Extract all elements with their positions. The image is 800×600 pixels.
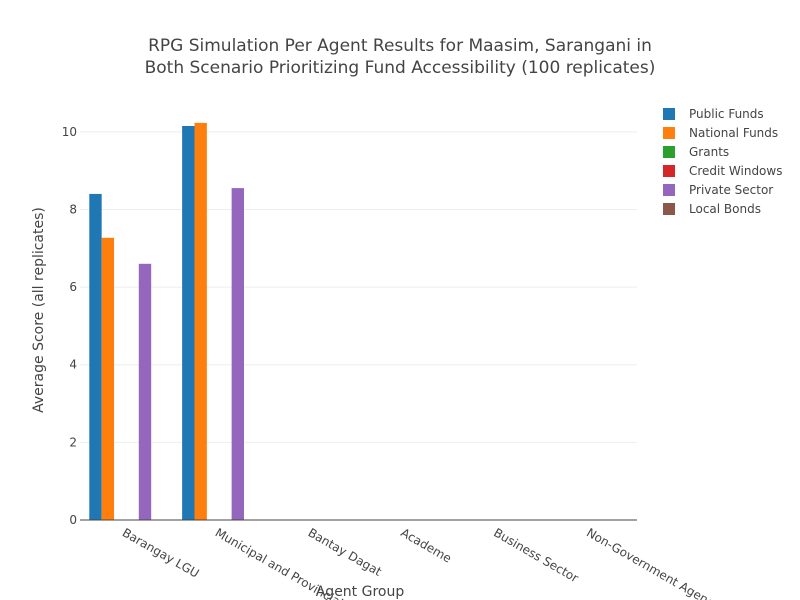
x-tick-label: Business Sector	[491, 525, 581, 585]
bar-private-sector-municipal-and-provincial	[231, 188, 245, 520]
legend-swatch	[663, 203, 675, 215]
y-tick-label: 4	[69, 358, 77, 372]
legend-item-local-bonds[interactable]: Local Bonds	[663, 202, 761, 216]
chart-title-line-1: RPG Simulation Per Agent Results for Maa…	[148, 36, 652, 56]
legend-item-grants[interactable]: Grants	[663, 145, 729, 159]
legend-item-public-funds[interactable]: Public Funds	[663, 107, 764, 121]
grid	[80, 131, 637, 443]
y-tick-label: 2	[69, 435, 77, 449]
x-tick-label: Academe	[398, 525, 454, 565]
legend-label: Private Sector	[689, 183, 773, 197]
bar-national-funds-barangay-lgu	[101, 237, 115, 521]
legend-swatch	[663, 165, 675, 177]
legend-swatch	[663, 184, 675, 196]
y-tick-label: 6	[69, 280, 77, 294]
legend-label: National Funds	[689, 126, 778, 140]
y-tick-label: 8	[69, 202, 77, 216]
x-tick-label: Non-Government Agencies	[584, 525, 731, 600]
y-tick-labels: 0 2 4 6 8 10	[62, 125, 77, 527]
legend-swatch	[663, 127, 675, 139]
x-axis-title: Agent Group	[316, 584, 405, 600]
bar-private-sector-barangay-lgu	[138, 263, 152, 520]
legend-label: Local Bonds	[689, 202, 761, 216]
chart-title-line-2: Both Scenario Prioritizing Fund Accessib…	[145, 58, 656, 78]
legend-swatch	[663, 108, 675, 120]
bars	[89, 122, 245, 521]
legend: Public Funds National Funds Grants Credit W…	[663, 107, 782, 216]
legend-item-credit-windows[interactable]: Credit Windows	[663, 164, 782, 178]
x-tick-labels: Barangay LGU Municipal and ProvincialBant…	[120, 525, 731, 600]
bar-public-funds-municipal-and-provincial	[182, 125, 195, 520]
legend-label: Public Funds	[689, 107, 764, 121]
x-tick-label: Bantay Dagat	[306, 525, 385, 578]
legend-item-private-sector[interactable]: Private Sector	[663, 183, 773, 197]
y-axis-title: Average Score (all replicates)	[31, 207, 47, 413]
legend-item-national-funds[interactable]: National Funds	[663, 126, 778, 140]
y-tick-label: 10	[62, 125, 77, 139]
y-tick-label: 0	[69, 513, 77, 527]
legend-label: Credit Windows	[689, 164, 782, 178]
bar-public-funds-barangay-lgu	[89, 193, 102, 520]
chart-title: RPG Simulation Per Agent Results for Maa…	[145, 36, 656, 78]
legend-swatch	[663, 146, 675, 158]
legend-label: Grants	[689, 145, 729, 159]
bar-national-funds-municipal-and-provincial	[194, 122, 207, 520]
x-tick-label: Barangay LGU	[120, 525, 202, 580]
